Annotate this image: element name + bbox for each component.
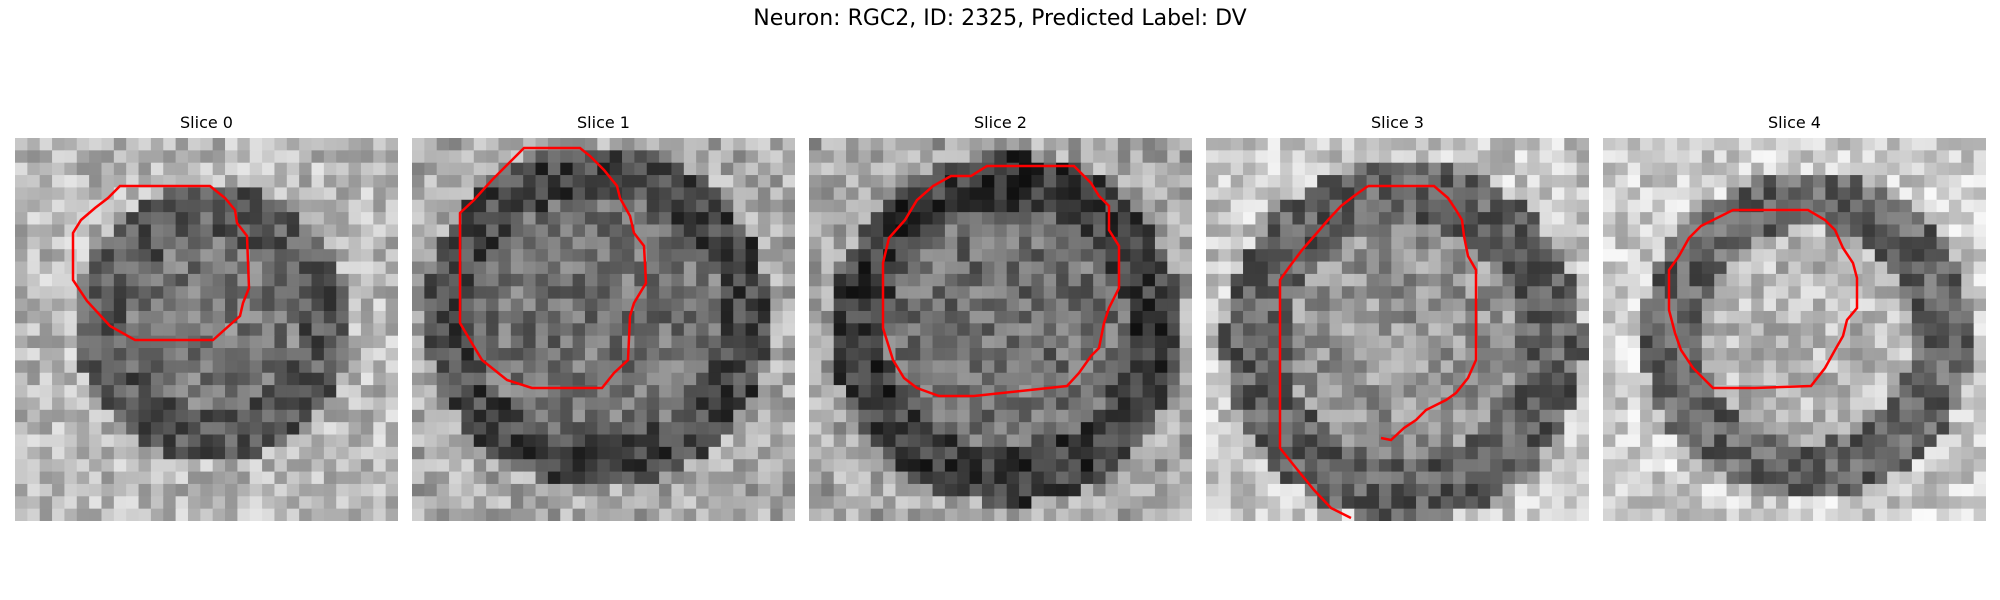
slice-title: Slice 3 [1371,113,1424,132]
slice-panel-1: Slice 1 [412,112,795,521]
segmentation-contour [71,184,251,342]
slice-image [412,138,795,521]
slice-title: Slice 2 [974,113,1027,132]
segmentation-contour [458,146,648,390]
segmentation-contour [881,164,1121,398]
segmentation-contour [1368,184,1478,442]
slice-panel-4: Slice 4 [1603,112,1986,521]
slice-image [1603,138,1986,521]
slice-image [1206,138,1589,521]
figure-title: Neuron: RGC2, ID: 2325, Predicted Label:… [753,6,1247,31]
slice-panel-0: Slice 0 [15,112,398,521]
slice-panel-3: Slice 3 [1206,112,1589,521]
slice-title: Slice 4 [1768,113,1821,132]
slice-image [809,138,1192,521]
slice-image [15,138,398,521]
segmentation-contour [1278,184,1369,520]
slice-title: Slice 0 [180,113,233,132]
slice-panel-2: Slice 2 [809,112,1192,521]
segmentation-contour [1667,208,1859,390]
slice-title: Slice 1 [577,113,630,132]
